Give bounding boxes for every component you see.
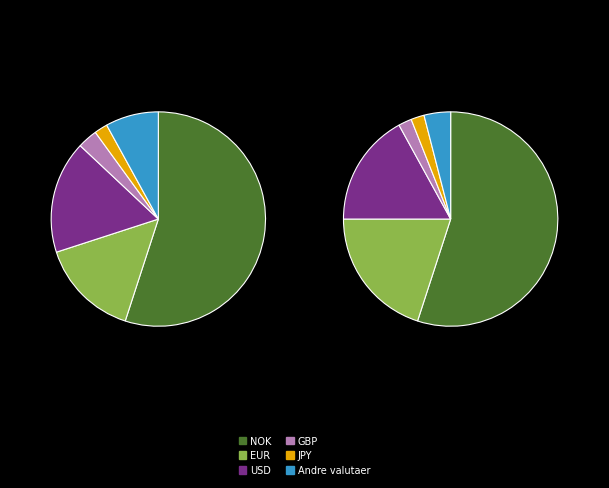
Wedge shape [343, 126, 451, 220]
Wedge shape [107, 113, 158, 220]
Wedge shape [399, 120, 451, 220]
Wedge shape [411, 116, 451, 220]
Wedge shape [57, 220, 158, 321]
Wedge shape [96, 126, 158, 220]
Wedge shape [80, 133, 158, 220]
Wedge shape [51, 146, 158, 253]
Wedge shape [125, 113, 266, 326]
Wedge shape [343, 220, 451, 321]
Wedge shape [418, 113, 558, 326]
Wedge shape [424, 113, 451, 220]
Legend: NOK, EUR, USD, GBP, JPY, Andre valutaer: NOK, EUR, USD, GBP, JPY, Andre valutaer [236, 433, 373, 478]
